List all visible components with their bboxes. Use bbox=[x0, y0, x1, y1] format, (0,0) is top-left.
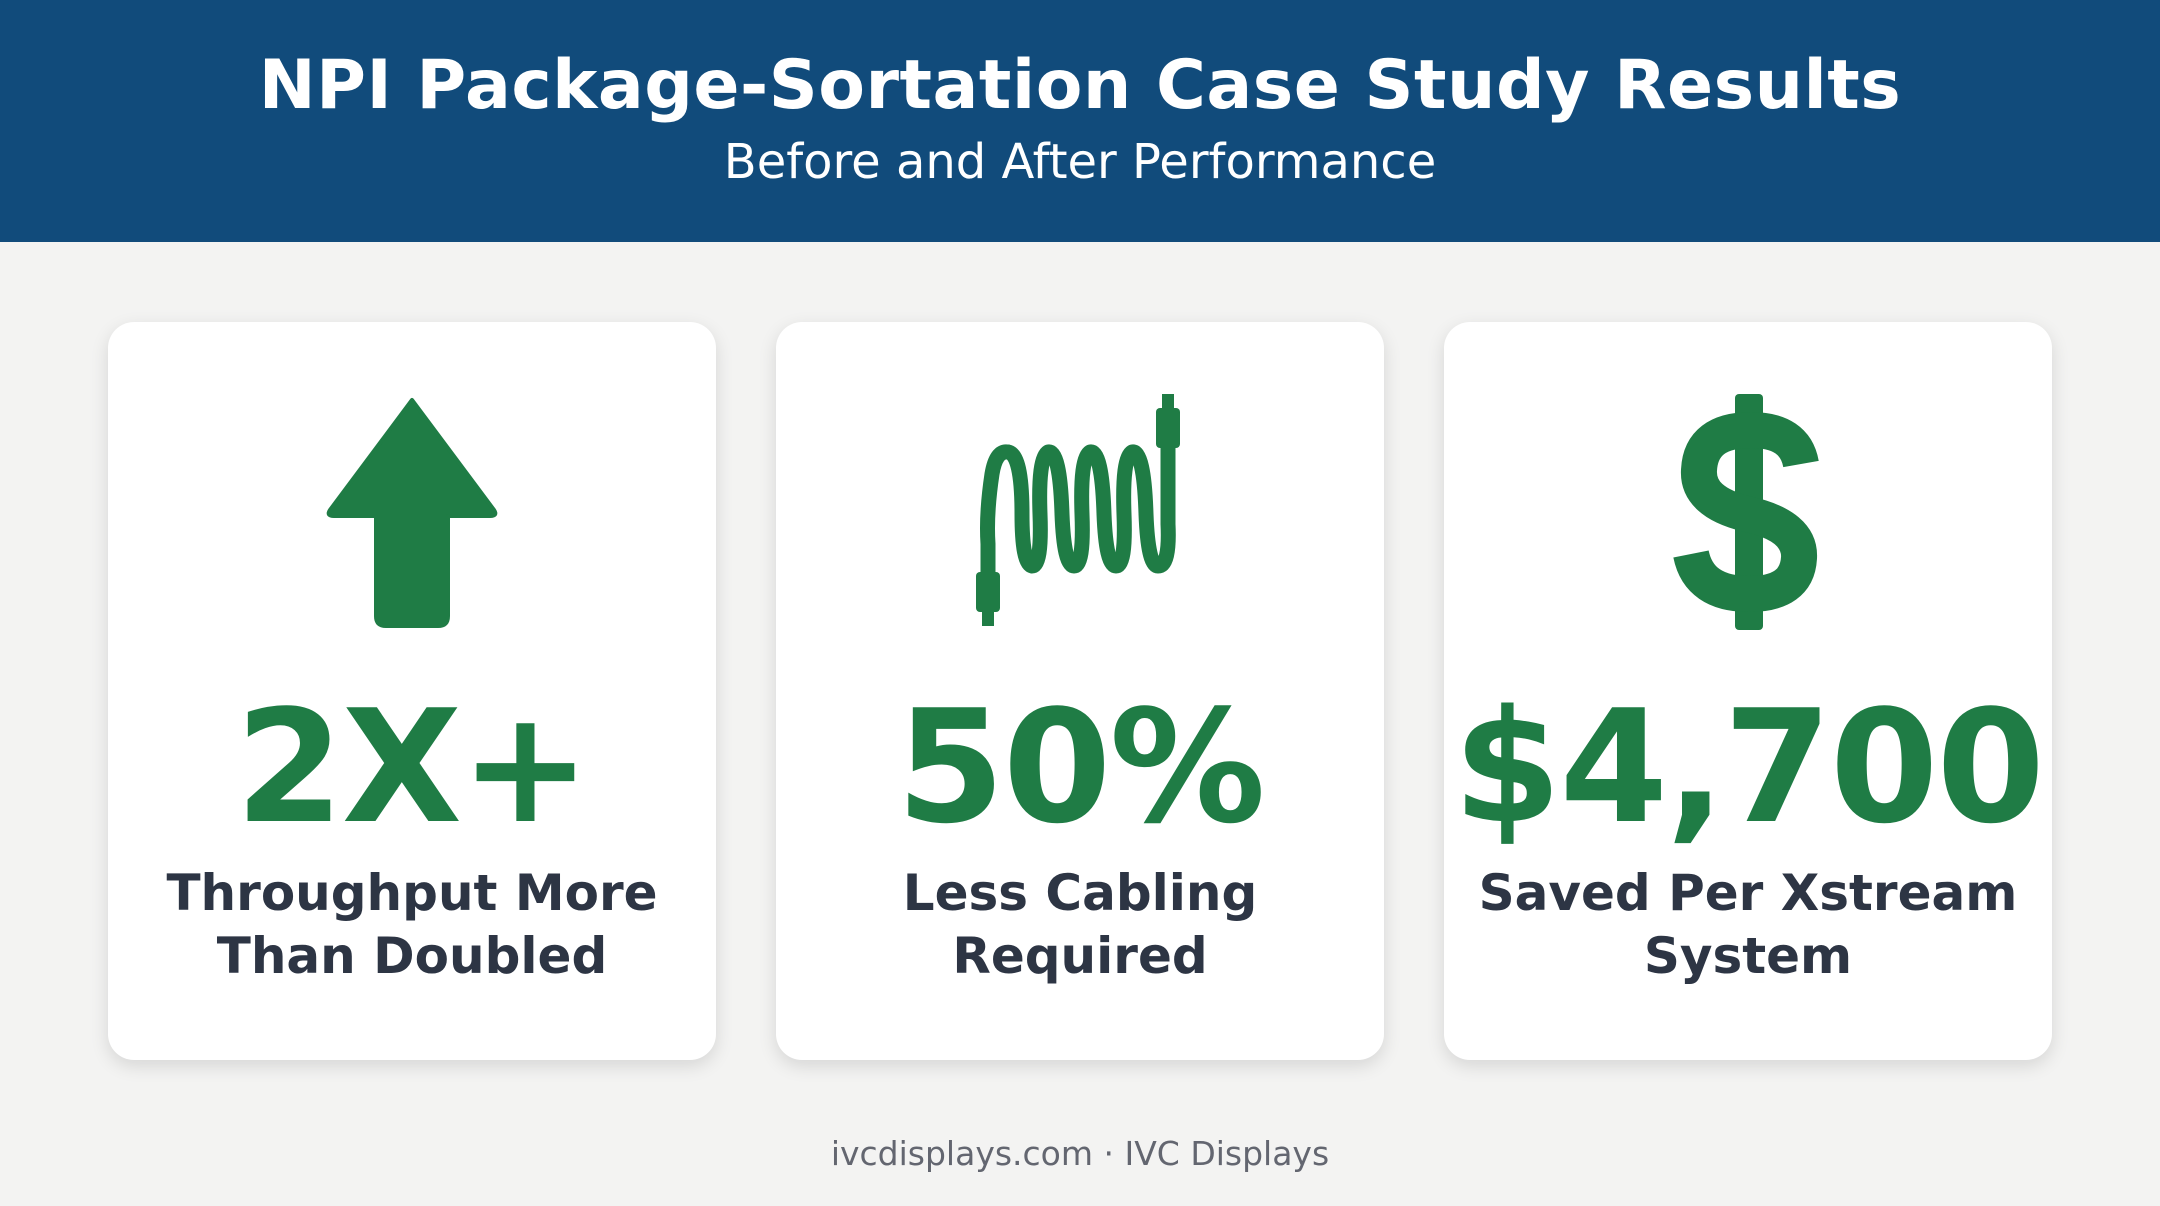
up-arrow-icon bbox=[108, 394, 716, 630]
metric-label: Less Cabling Required bbox=[902, 864, 1258, 985]
metric-value: $4,700 bbox=[1453, 676, 2045, 858]
stat-card-savings: $4,700 Saved Per Xstream System bbox=[1444, 322, 2052, 1060]
stat-card-throughput: 2X+ Throughput More Than Doubled bbox=[108, 322, 716, 1060]
metric-label: Saved Per Xstream System bbox=[1478, 864, 2018, 985]
metric-value: 50% bbox=[896, 676, 1265, 858]
metric-label: Throughput More Than Doubled bbox=[166, 864, 658, 985]
stat-card-cabling: 50% Less Cabling Required bbox=[776, 322, 1384, 1060]
dollar-sign-icon bbox=[1444, 394, 2052, 630]
header-banner: NPI Package-Sortation Case Study Results… bbox=[0, 0, 2160, 242]
metric-value: 2X+ bbox=[235, 676, 591, 858]
page-subtitle: Before and After Performance bbox=[723, 134, 1437, 190]
footer-credit: ivcdisplays.com · IVC Displays bbox=[830, 1134, 1330, 1173]
coiled-cable-icon bbox=[776, 394, 1384, 630]
page-title: NPI Package-Sortation Case Study Results bbox=[258, 46, 1902, 125]
